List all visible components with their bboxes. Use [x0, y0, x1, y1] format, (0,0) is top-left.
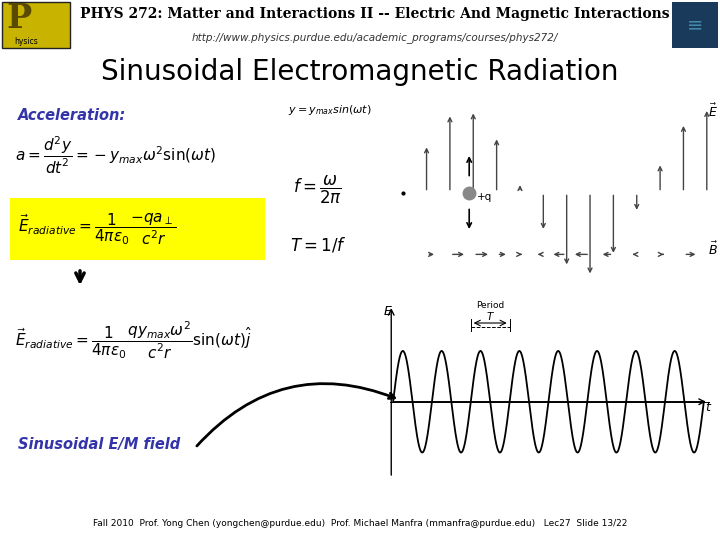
Text: $y = y_{max}sin(\omega t)$: $y = y_{max}sin(\omega t)$ — [288, 103, 372, 117]
Text: $t$: $t$ — [704, 401, 712, 414]
Text: $\vec{E}$: $\vec{E}$ — [708, 103, 719, 120]
Text: $a = \dfrac{d^2y}{dt^2} = -y_{max}\omega^2\sin(\omega t)$: $a = \dfrac{d^2y}{dt^2} = -y_{max}\omega… — [15, 134, 216, 176]
Text: Period: Period — [476, 301, 504, 310]
Text: Fall 2010  Prof. Yong Chen (yongchen@purdue.edu)  Prof. Michael Manfra (mmanfra@: Fall 2010 Prof. Yong Chen (yongchen@purd… — [93, 519, 627, 529]
Text: http://www.physics.purdue.edu/academic_programs/courses/phys272/: http://www.physics.purdue.edu/academic_p… — [192, 32, 557, 43]
Text: P: P — [6, 3, 31, 36]
Text: $T = 1/ f$: $T = 1/ f$ — [289, 235, 346, 254]
Text: +q: +q — [477, 192, 492, 202]
Text: $\vec{E}_{radiative} = \dfrac{1}{4\pi\varepsilon_0}\dfrac{qy_{max}\omega^2}{c^2 : $\vec{E}_{radiative} = \dfrac{1}{4\pi\va… — [15, 320, 252, 361]
Text: $E$: $E$ — [382, 306, 392, 319]
Text: Sinusoidal Electromagnetic Radiation: Sinusoidal Electromagnetic Radiation — [102, 58, 618, 86]
Bar — [672, 2, 718, 48]
Text: $T$: $T$ — [486, 310, 495, 322]
Text: Acceleration:: Acceleration: — [18, 108, 126, 123]
Text: ≡: ≡ — [687, 16, 703, 35]
Text: PHYS 272: Matter and Interactions II -- Electric And Magnetic Interactions: PHYS 272: Matter and Interactions II -- … — [80, 7, 669, 21]
Text: Sinusoidal E/M field: Sinusoidal E/M field — [18, 437, 180, 453]
Text: $f = \dfrac{\omega}{2\pi}$: $f = \dfrac{\omega}{2\pi}$ — [294, 174, 343, 206]
Text: $\vec{B}$: $\vec{B}$ — [708, 240, 719, 258]
Bar — [2, 2, 70, 48]
Text: $\vec{E}_{radiative} = \dfrac{1}{4\pi\varepsilon_0}\dfrac{-qa_\perp}{c^2 r}$: $\vec{E}_{radiative} = \dfrac{1}{4\pi\va… — [18, 211, 176, 247]
Text: hysics: hysics — [14, 37, 37, 46]
Bar — [10, 198, 265, 260]
